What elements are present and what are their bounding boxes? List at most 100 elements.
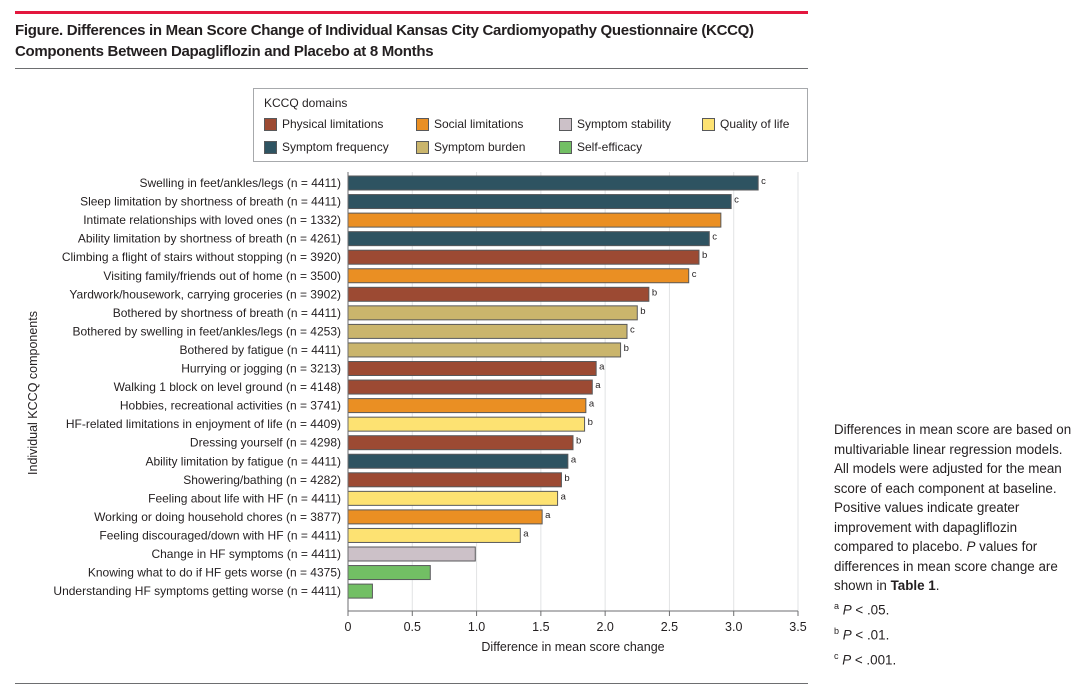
category-label: Feeling discouraged/down with HF (n = 44…	[99, 528, 341, 542]
bar	[347, 286, 650, 302]
significance-marker: b	[564, 473, 569, 484]
category-label: Yardwork/housework, carrying groceries (…	[69, 287, 341, 301]
category-label: Visiting family/friends out of home (n =…	[103, 269, 341, 283]
legend-swatch	[416, 117, 429, 131]
bar	[347, 416, 586, 432]
note-text: values for differences in mean score cha…	[834, 539, 1058, 593]
y-axis-title: Individual KCCQ components	[26, 311, 40, 475]
significance-marker: b	[624, 343, 629, 354]
table-reference: Table 1	[890, 578, 936, 593]
bar-chart: Swelling in feet/ankles/legs (n = 4411) c…	[26, 172, 807, 654]
note-paragraph: Differences in mean score are based on m…	[834, 420, 1074, 596]
bar	[347, 231, 710, 247]
significance-marker: c	[692, 269, 697, 280]
category-label: Dressing yourself (n = 4298)	[190, 436, 341, 450]
x-axis-title: Difference in mean score change	[481, 640, 664, 654]
footnote-p: P	[842, 627, 852, 643]
significance-marker: b	[588, 417, 593, 428]
footnote-text: < .01.	[851, 627, 890, 643]
significance-marker: c	[761, 176, 766, 187]
note-text: Differences in mean score are based on m…	[834, 422, 1072, 554]
bar	[347, 453, 569, 469]
x-tick-label: 1.0	[468, 620, 485, 634]
top-accent-rule	[15, 11, 808, 14]
footnote-c: c P < .001.	[834, 651, 896, 667]
bar	[347, 509, 543, 525]
x-tick-label: 3.5	[789, 620, 806, 634]
bar	[347, 361, 597, 376]
footnote-mark: b	[834, 626, 840, 636]
significance-marker: b	[652, 287, 657, 298]
bar	[347, 490, 559, 506]
title-divider	[15, 68, 808, 69]
x-tick-label: 2.0	[596, 620, 613, 634]
legend-label: Physical limitations	[282, 117, 384, 131]
category-label: Bothered by shortness of breath (n = 441…	[113, 306, 341, 320]
legend-label: Symptom stability	[577, 117, 672, 131]
category-label: Ability limitation by fatigue (n = 4411)	[145, 454, 341, 468]
note-p-italic: P	[966, 539, 976, 554]
footnote-text: < .05.	[851, 602, 890, 618]
category-label: Climbing a flight of stairs without stop…	[62, 250, 341, 264]
category-label: Hurrying or jogging (n = 3213)	[181, 362, 341, 376]
category-label: Understanding HF symptoms getting worse …	[53, 584, 341, 598]
legend-swatch	[264, 140, 277, 154]
category-label: Ability limitation by shortness of breat…	[78, 232, 341, 246]
significance-marker: a	[571, 454, 577, 465]
footnote-b: b P < .01.	[834, 626, 889, 642]
significance-marker: a	[561, 491, 567, 502]
category-label: Hobbies, recreational activities (n = 37…	[120, 399, 341, 413]
bar	[347, 305, 638, 321]
legend-label: Social limitations	[434, 117, 524, 131]
x-axis: 0 0.5 1.0 1.5 2.0 2.5 3.0 3.5	[345, 172, 807, 634]
legend-title: KCCQ domains	[264, 96, 348, 110]
footnote-p: P	[842, 602, 852, 618]
x-tick-label: 3.0	[725, 620, 742, 634]
x-tick-label: 1.5	[532, 620, 549, 634]
bars	[347, 175, 759, 599]
x-tick-label: 2.5	[661, 620, 678, 634]
footnote-mark: a	[834, 601, 840, 611]
legend-swatch	[264, 117, 277, 131]
significance-marker: c	[712, 232, 717, 243]
significance-marker: c	[734, 195, 739, 206]
significance-marker: a	[589, 399, 595, 410]
bar	[347, 323, 628, 339]
significance-marker: a	[523, 528, 529, 539]
x-tick-label: 0.5	[404, 620, 421, 634]
bar	[347, 249, 700, 265]
footnote-p: P	[842, 652, 852, 668]
category-label: Showering/bathing (n = 4282)	[183, 473, 341, 487]
category-label: Change in HF symptoms (n = 4411)	[151, 547, 341, 561]
legend-item-social-limitations: Social limitations	[416, 117, 523, 131]
legend-item-quality-of-life: Quality of life	[702, 117, 789, 131]
footnote-mark: c	[834, 651, 839, 661]
category-label: Walking 1 block on level ground (n = 414…	[114, 380, 341, 394]
bar	[347, 379, 593, 395]
significance-marker: b	[576, 436, 581, 447]
note-text: .	[935, 578, 940, 593]
significance-marker: a	[595, 380, 601, 391]
footnote-a: a P < .05.	[834, 601, 889, 617]
legend-item-symptom-stability: Symptom stability	[559, 117, 671, 131]
x-tick-label: 0	[345, 620, 352, 634]
footnote-text: < .001.	[851, 652, 897, 668]
legend-swatch	[702, 117, 715, 131]
figure-title-line-1: Figure. Differences in Mean Score Change…	[15, 22, 754, 39]
category-label: Bothered by fatigue (n = 4411)	[179, 343, 341, 357]
legend-swatch	[559, 117, 572, 131]
category-label: Knowing what to do if HF gets worse (n =…	[88, 566, 341, 580]
bar	[347, 527, 521, 543]
significance-marker: a	[599, 362, 605, 373]
bar	[347, 194, 732, 210]
significance-marker: a	[545, 510, 551, 521]
figure-note: Differences in mean score are based on m…	[834, 420, 1074, 596]
significance-marker: b	[640, 306, 645, 317]
legend-item-symptom-frequency: Symptom frequency	[264, 140, 389, 154]
bar	[347, 546, 476, 562]
chart-legend: KCCQ domains Physical limitations Social…	[253, 88, 808, 162]
legend-item-physical-limitations: Physical limitations	[264, 117, 383, 131]
bar	[347, 435, 574, 451]
significance-marker: c	[630, 324, 635, 335]
bar	[347, 398, 587, 414]
